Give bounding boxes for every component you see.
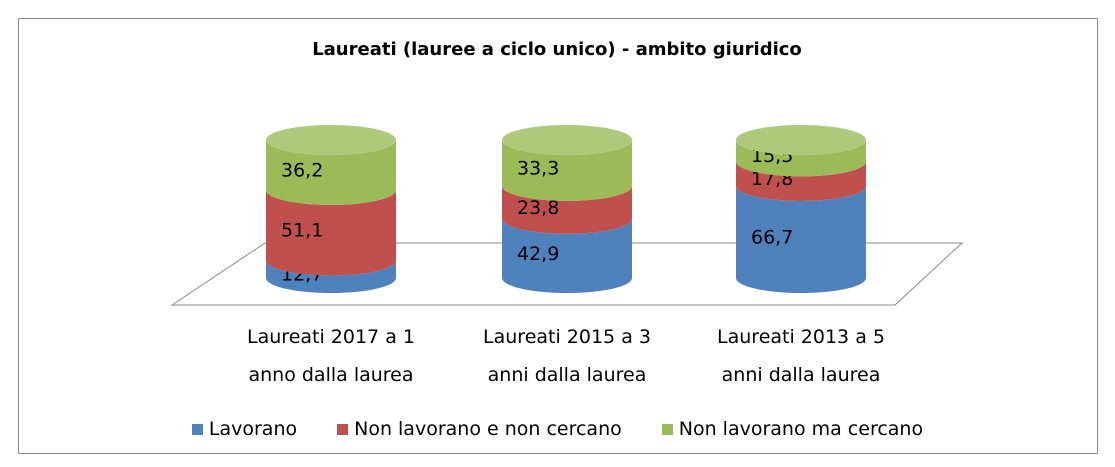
data-label: 66,7 <box>751 226 793 248</box>
data-label: 23,8 <box>517 197 559 219</box>
cylinder-top <box>266 125 396 155</box>
cylinder-segment <box>266 189 396 276</box>
cylinder-segment <box>502 218 632 293</box>
chart-title: Laureati (lauree a ciclo unico) - ambito… <box>312 39 802 60</box>
legend-label: Lavorano <box>208 418 298 440</box>
legend-swatch <box>191 423 203 435</box>
x-tick-label: Laureati 2013 a 5 anni dalla laurea <box>717 326 885 386</box>
cylinder-segment <box>266 260 396 293</box>
x-tick-label: Laureati 2015 a 3 anni dalla laurea <box>483 326 651 386</box>
data-label: 33,3 <box>517 157 559 179</box>
cylinder-segment <box>736 161 866 201</box>
legend-label: Non lavorano ma cercano <box>678 418 924 440</box>
cylinder-segment <box>502 140 632 201</box>
cylinder-segment <box>502 185 632 234</box>
cylinder-segment <box>736 140 866 177</box>
data-label: 36,2 <box>281 159 323 181</box>
legend-swatch <box>337 423 349 435</box>
legend-item: Lavorano <box>191 418 298 440</box>
legend-item: Non lavorano ma cercano <box>661 418 924 440</box>
x-tick-label: Laureati 2017 a 1 anno dalla laurea <box>247 326 415 386</box>
cylinder-segment <box>736 185 866 293</box>
legend-label: Non lavorano e non cercano <box>354 418 622 440</box>
cylinder-top <box>502 125 632 155</box>
data-label: 51,1 <box>281 220 323 242</box>
legend-item: Non lavorano e non cercano <box>337 418 622 440</box>
cylinder-top <box>736 125 866 155</box>
legend-swatch <box>661 423 673 435</box>
data-label: 42,9 <box>517 243 559 265</box>
legend: Lavorano Non lavorano e non cercano Non la… <box>0 418 1115 440</box>
cylinder-segment <box>266 140 396 205</box>
